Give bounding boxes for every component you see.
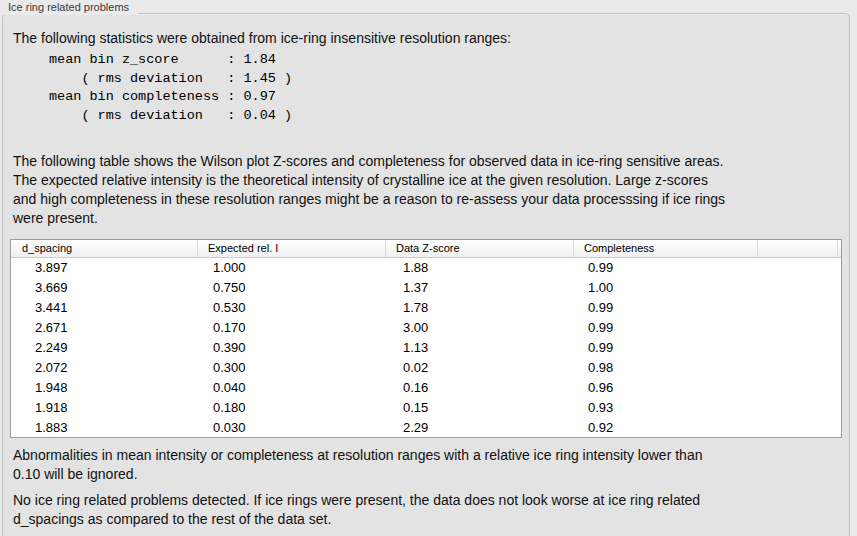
table-cell: 1.37 (386, 278, 574, 298)
table-cell: 3.897 (11, 258, 198, 278)
table-cell: 0.92 (574, 418, 758, 438)
table-body: 3.8971.0001.880.993.6690.7501.371.003.44… (11, 258, 841, 438)
table-cell: 0.530 (198, 298, 386, 318)
table-row[interactable]: 1.8830.0302.290.92 (11, 418, 841, 438)
table-cell: 1.00 (574, 278, 758, 298)
table-cell: 0.180 (198, 398, 386, 418)
table-cell: 3.669 (11, 278, 198, 298)
table-cell: 1.88 (386, 258, 574, 278)
table-cell: 0.390 (198, 338, 386, 358)
table-row[interactable]: 2.0720.3000.020.98 (11, 358, 841, 378)
table-cell: 3.00 (386, 318, 574, 338)
table-cell: 0.030 (198, 418, 386, 438)
table-row[interactable]: 3.8971.0001.880.99 (11, 258, 841, 278)
table-cell: 0.040 (198, 378, 386, 398)
table-cell: 0.750 (198, 278, 386, 298)
table-cell: 0.96 (574, 378, 758, 398)
table-cell: 1.78 (386, 298, 574, 318)
table-cell: 0.16 (386, 378, 574, 398)
table-cell: 0.98 (574, 358, 758, 378)
table-cell: 1.948 (11, 378, 198, 398)
group-box-title: Ice ring related problems (2, 1, 138, 15)
stats-intro-text: The following statistics were obtained f… (13, 29, 511, 48)
table-cell: 2.249 (11, 338, 198, 358)
table-cell: 2.072 (11, 358, 198, 378)
ignore-threshold-note: Abnormalities in mean intensity or compl… (13, 446, 702, 483)
table-cell: 0.15 (386, 398, 574, 418)
table-cell: 2.29 (386, 418, 574, 438)
table-cell: 1.918 (11, 398, 198, 418)
table-cell: 2.671 (11, 318, 198, 338)
table-cell: 0.99 (574, 338, 758, 358)
table-row[interactable]: 1.9180.1800.150.93 (11, 398, 841, 418)
table-cell: 0.99 (574, 258, 758, 278)
column-header[interactable]: Expected rel. I (198, 240, 386, 257)
conclusion-text: No ice ring related problems detected. I… (13, 491, 700, 528)
column-header[interactable]: Data Z-score (386, 240, 574, 257)
stats-block: mean bin z_score : 1.84 ( rms deviation … (49, 51, 292, 125)
table-cell: 1.883 (11, 418, 198, 438)
table-row[interactable]: 1.9480.0400.160.96 (11, 378, 841, 398)
ice-ring-table: d_spacingExpected rel. IData Z-scoreComp… (10, 239, 842, 438)
table-cell: 0.300 (198, 358, 386, 378)
table-row[interactable]: 2.2490.3901.130.99 (11, 338, 841, 358)
table-cell: 3.441 (11, 298, 198, 318)
table-cell: 1.13 (386, 338, 574, 358)
column-header[interactable]: d_spacing (11, 240, 198, 257)
column-header[interactable]: Completeness (574, 240, 758, 257)
table-row[interactable]: 3.4410.5301.780.99 (11, 298, 841, 318)
table-cell: 0.99 (574, 318, 758, 338)
table-cell: 0.02 (386, 358, 574, 378)
table-header-row: d_spacingExpected rel. IData Z-scoreComp… (11, 240, 841, 258)
table-description-text: The following table shows the Wilson plo… (13, 152, 725, 228)
table-cell: 0.93 (574, 398, 758, 418)
table-cell: 0.99 (574, 298, 758, 318)
table-row[interactable]: 2.6710.1703.000.99 (11, 318, 841, 338)
table-row[interactable]: 3.6690.7501.371.00 (11, 278, 841, 298)
column-header[interactable] (758, 240, 838, 257)
table-cell: 0.170 (198, 318, 386, 338)
table-cell: 1.000 (198, 258, 386, 278)
